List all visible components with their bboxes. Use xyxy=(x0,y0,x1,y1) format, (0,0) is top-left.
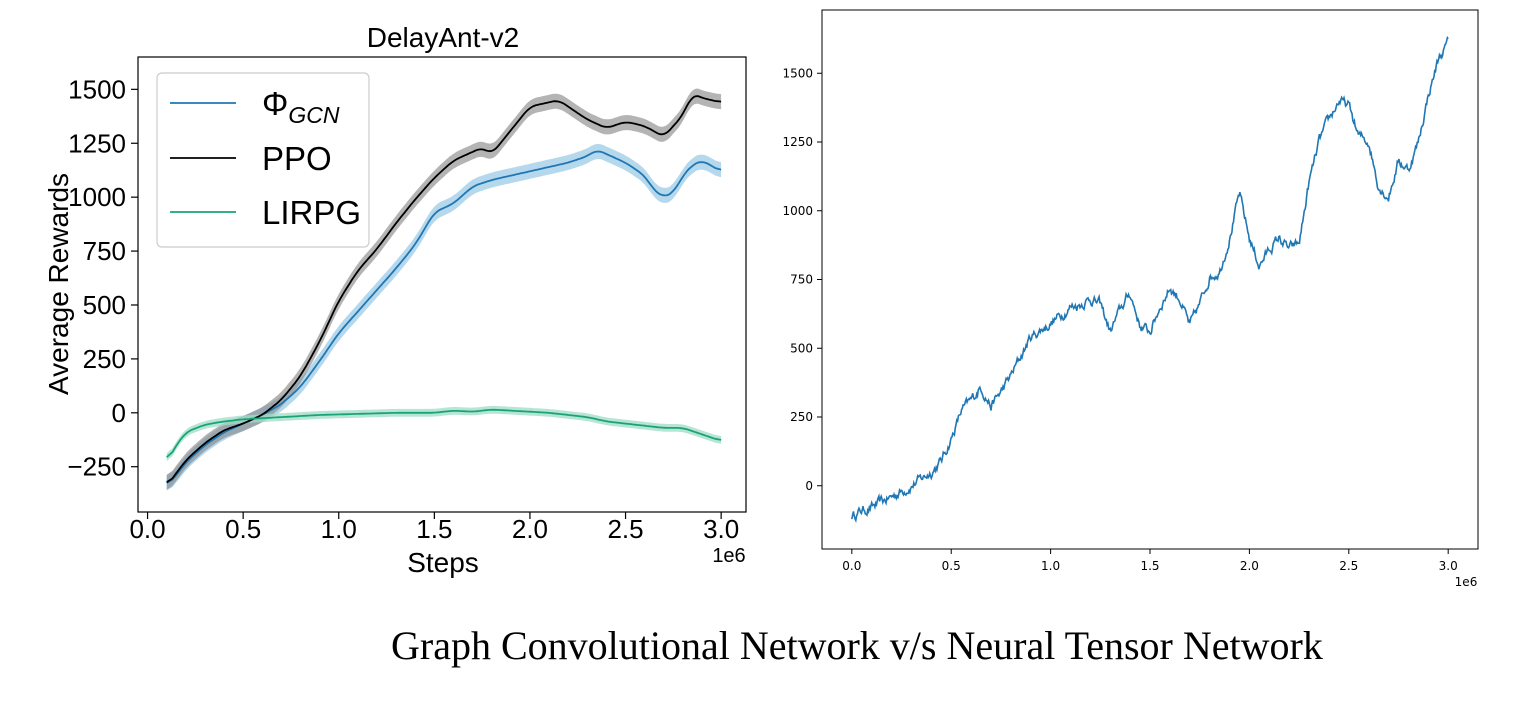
y-tick-label: 1500 xyxy=(782,66,813,80)
chart-title: DelayAnt-v2 xyxy=(367,22,520,53)
y-tick-label: 500 xyxy=(790,341,813,355)
x-axis-label: Steps xyxy=(407,547,479,578)
x-tick-label: 2.5 xyxy=(607,514,643,544)
y-axis-ticks: −250 0 250 500 750 1000 1250 1500 xyxy=(67,74,138,482)
y-tick-label: 1250 xyxy=(782,135,813,149)
x-tick-label: 0.5 xyxy=(225,514,261,544)
y-axis-label: Average Rewards xyxy=(43,173,74,395)
plot-frame xyxy=(821,9,1479,550)
x-tick-label: 3.0 xyxy=(703,514,739,544)
x-tick-label: 3.0 xyxy=(1439,559,1458,573)
line-ppo xyxy=(166,95,722,483)
x-tick-label: 1.5 xyxy=(1140,559,1159,573)
y-axis-ticks: 0 250 500 750 1000 1250 1500 xyxy=(782,66,822,493)
y-tick-label: 0 xyxy=(112,398,126,428)
series-lines xyxy=(851,35,1449,524)
x-axis-ticks: 0.0 0.5 1.0 1.5 2.0 2.5 3.0 xyxy=(842,549,1458,573)
y-tick-label: 750 xyxy=(83,236,126,266)
line-lirpg xyxy=(166,408,722,458)
x-axis-offset: 1e6 xyxy=(712,545,745,567)
chart-tensor-network: 0.0 0.5 1.0 1.5 2.0 2.5 3.0 0 250 500 750 1000 1250… xyxy=(782,9,1479,589)
x-tick-label: 2.5 xyxy=(1339,559,1358,573)
x-tick-label: 0.5 xyxy=(942,559,961,573)
x-tick-label: 1.0 xyxy=(321,514,357,544)
x-tick-label: 2.0 xyxy=(512,514,548,544)
y-tick-label: 500 xyxy=(83,290,126,320)
y-tick-label: 1000 xyxy=(782,204,813,218)
y-tick-label: 1500 xyxy=(68,74,126,104)
legend-label-phi-gcn: ΦGCN xyxy=(262,85,340,128)
x-tick-label: 1.0 xyxy=(1041,559,1060,573)
y-tick-label: 250 xyxy=(790,410,813,424)
band-lirpg xyxy=(166,405,722,462)
x-axis-ticks: 0.0 0.5 1.0 1.5 2.0 2.5 3.0 xyxy=(129,512,739,544)
x-tick-label: 0.0 xyxy=(842,559,861,573)
y-tick-label: 0 xyxy=(805,479,813,493)
series-lines xyxy=(166,95,722,484)
x-axis-offset: 1e6 xyxy=(1455,575,1478,589)
x-tick-label: 0.0 xyxy=(129,514,165,544)
legend-label-lirpg: LIRPG xyxy=(262,194,361,231)
plot-frame xyxy=(137,56,747,513)
y-tick-label: 250 xyxy=(83,344,126,374)
legend-label-ppo: PPO xyxy=(262,140,332,177)
y-tick-label: 750 xyxy=(790,273,813,287)
y-tick-label: 1250 xyxy=(68,128,126,158)
figure-caption: Graph Convolutional Network v/s Neural T… xyxy=(391,623,1323,668)
line-reward xyxy=(851,35,1449,524)
chart-delayant: DelayAnt-v2 0.0 0.5 1.0 1.5 2.0 2.5 3.0 −250 0 2… xyxy=(43,22,747,578)
x-tick-label: 1.5 xyxy=(416,514,452,544)
x-tick-label: 2.0 xyxy=(1240,559,1259,573)
y-tick-label: 1000 xyxy=(68,182,126,212)
y-tick-label: −250 xyxy=(67,452,126,482)
legend: ΦGCN PPO LIRPG xyxy=(156,72,370,248)
band-phi-gcn xyxy=(166,144,722,491)
legend-box xyxy=(156,72,370,248)
